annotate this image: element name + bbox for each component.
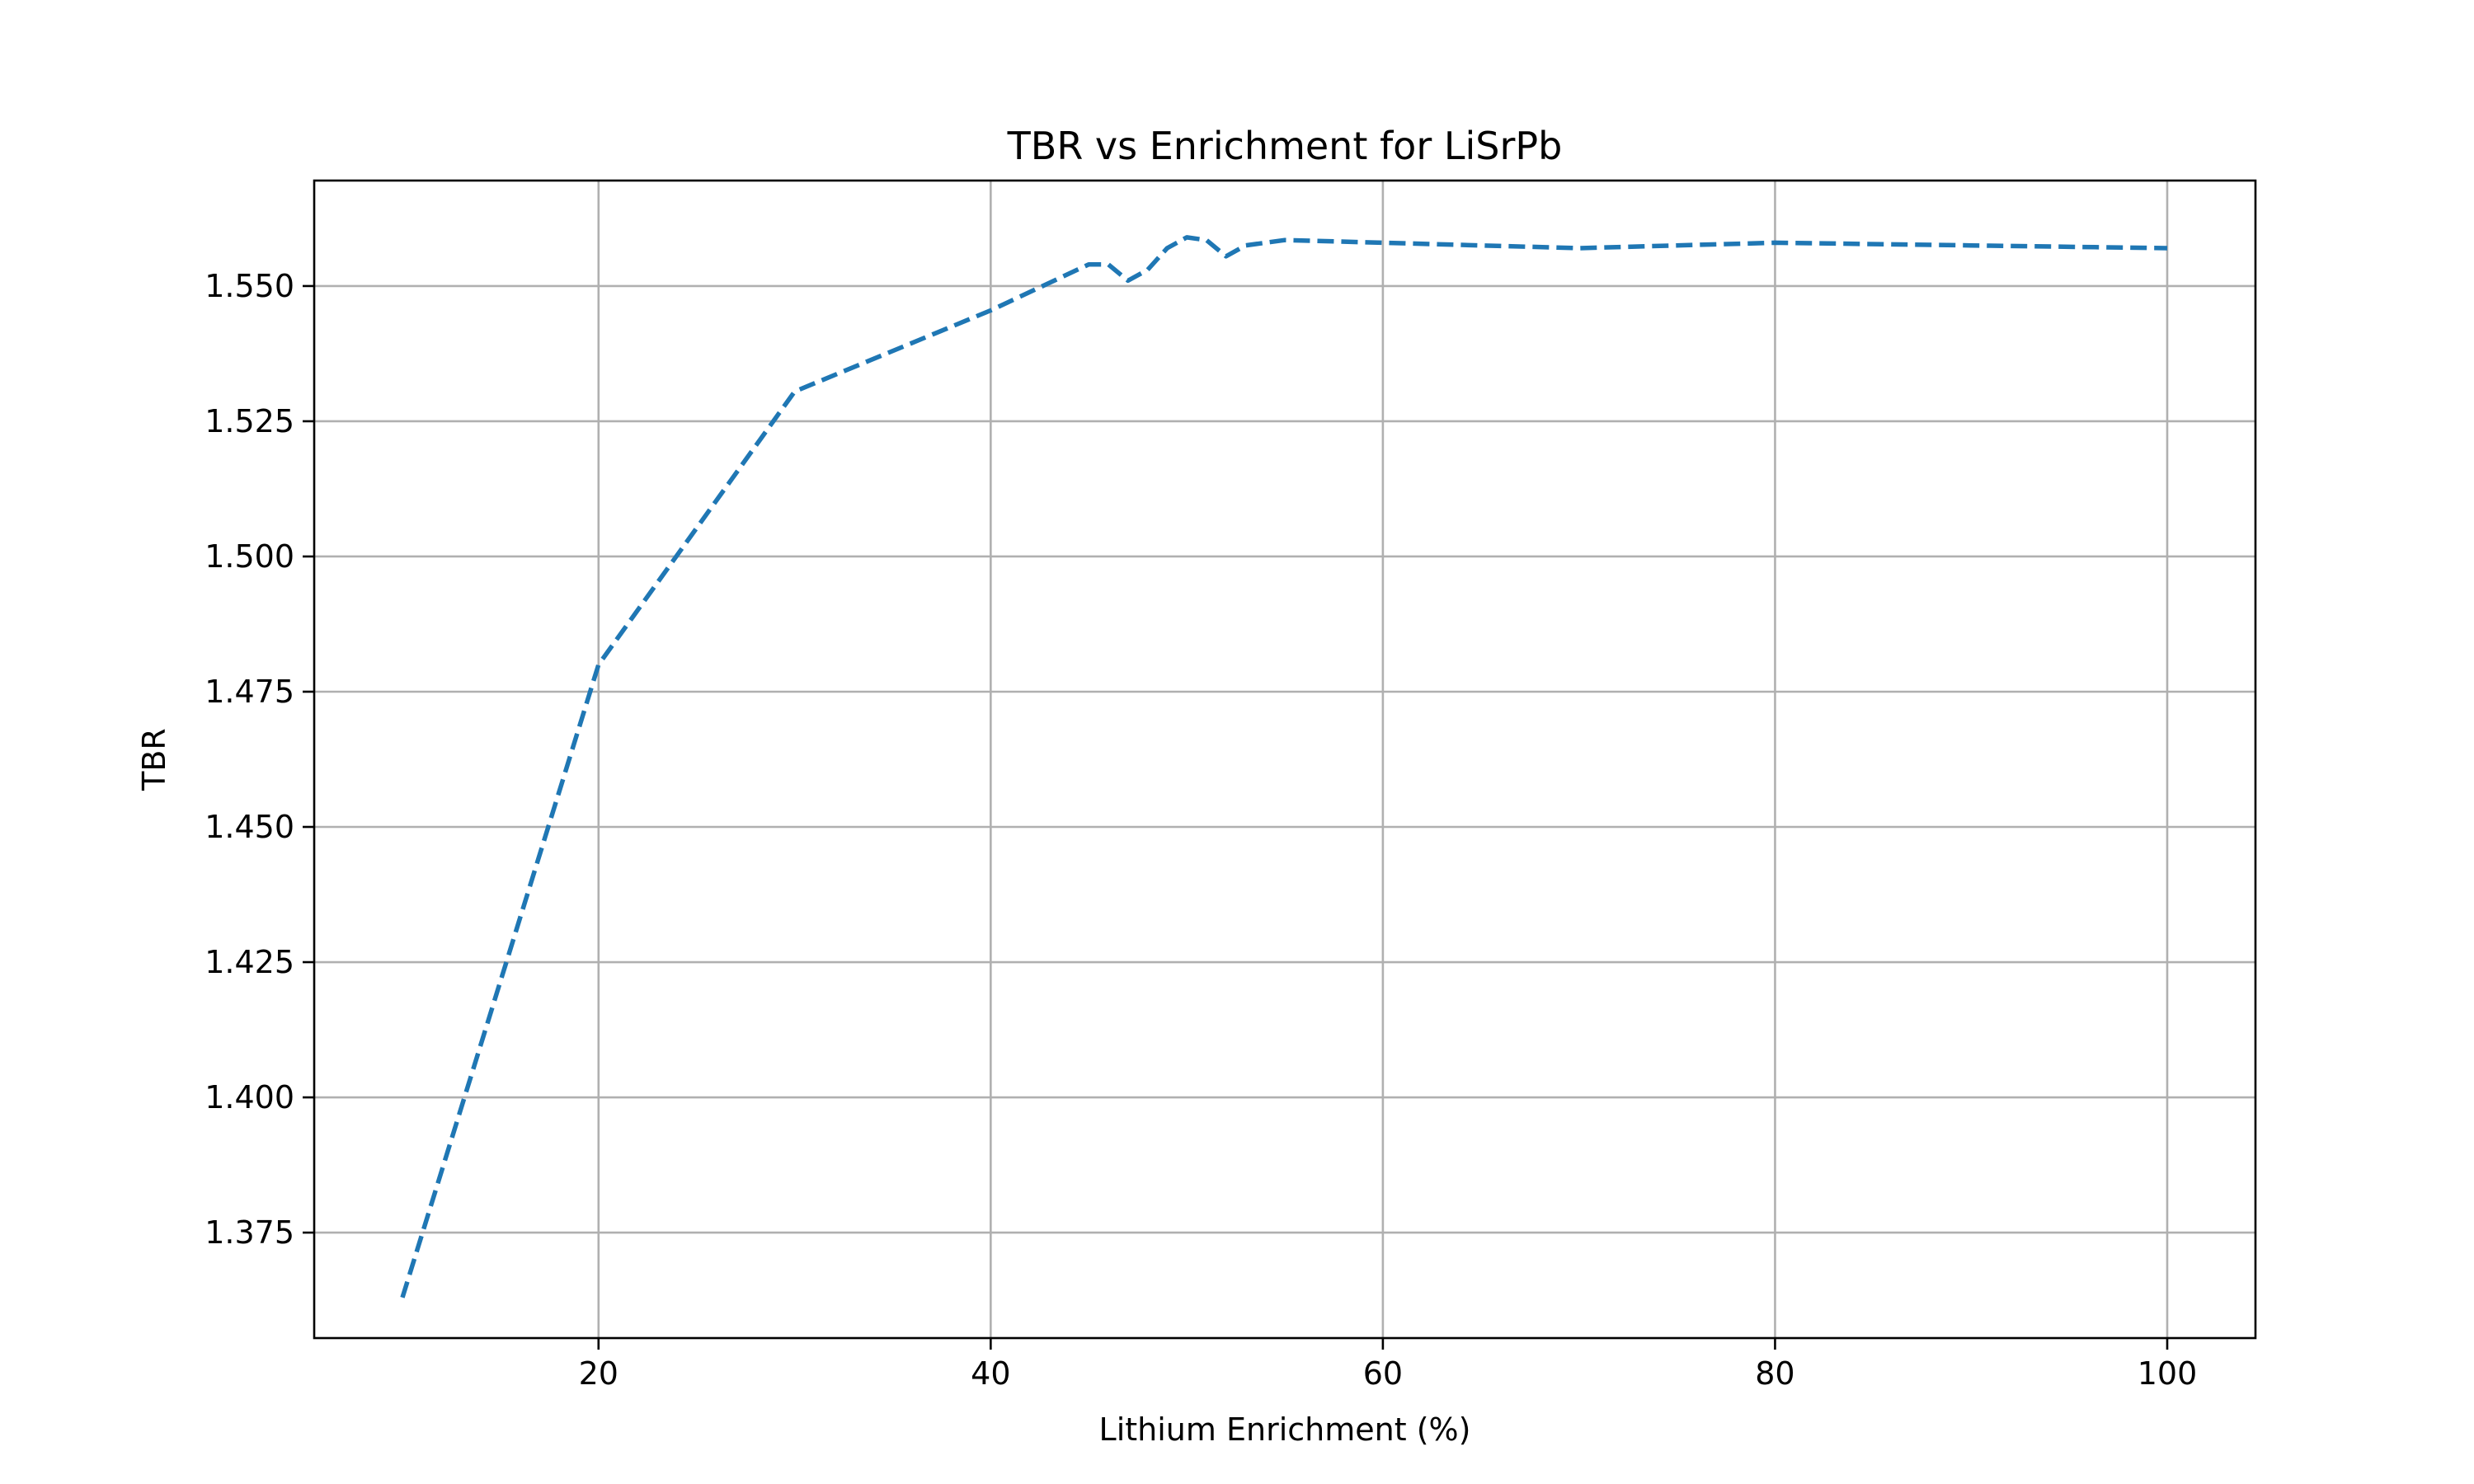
- chart-title: TBR vs Enrichment for LiSrPb: [1007, 124, 1563, 168]
- y-tick-label: 1.425: [205, 944, 294, 980]
- grid: [314, 181, 2255, 1338]
- series-layer: [400, 235, 2168, 1298]
- y-tick-label: 1.500: [205, 538, 294, 575]
- x-tick-label: 100: [2138, 1355, 2198, 1392]
- x-tick-label: 40: [971, 1355, 1010, 1392]
- tick-layer: 20 40 60 80 100 1.375 1.400 1.425 1.450 1.475 1.50…: [205, 268, 2197, 1392]
- y-axis-title: TBR: [136, 728, 172, 791]
- x-tick-label: 80: [1755, 1355, 1794, 1392]
- x-tick-label: 20: [579, 1355, 618, 1392]
- y-tick-label: 1.550: [205, 268, 294, 304]
- y-tick-label: 1.525: [205, 403, 294, 439]
- x-axis-title: Lithium Enrichment (%): [1099, 1411, 1471, 1448]
- tbr-series-line: [400, 235, 2168, 1298]
- y-tick-label: 1.400: [205, 1079, 294, 1115]
- y-tick-label: 1.475: [205, 674, 294, 710]
- x-tick-label: 60: [1363, 1355, 1403, 1392]
- plot-area-frame: [313, 179, 2257, 1340]
- y-tick-label: 1.375: [205, 1214, 294, 1251]
- y-tick-label: 1.450: [205, 809, 294, 845]
